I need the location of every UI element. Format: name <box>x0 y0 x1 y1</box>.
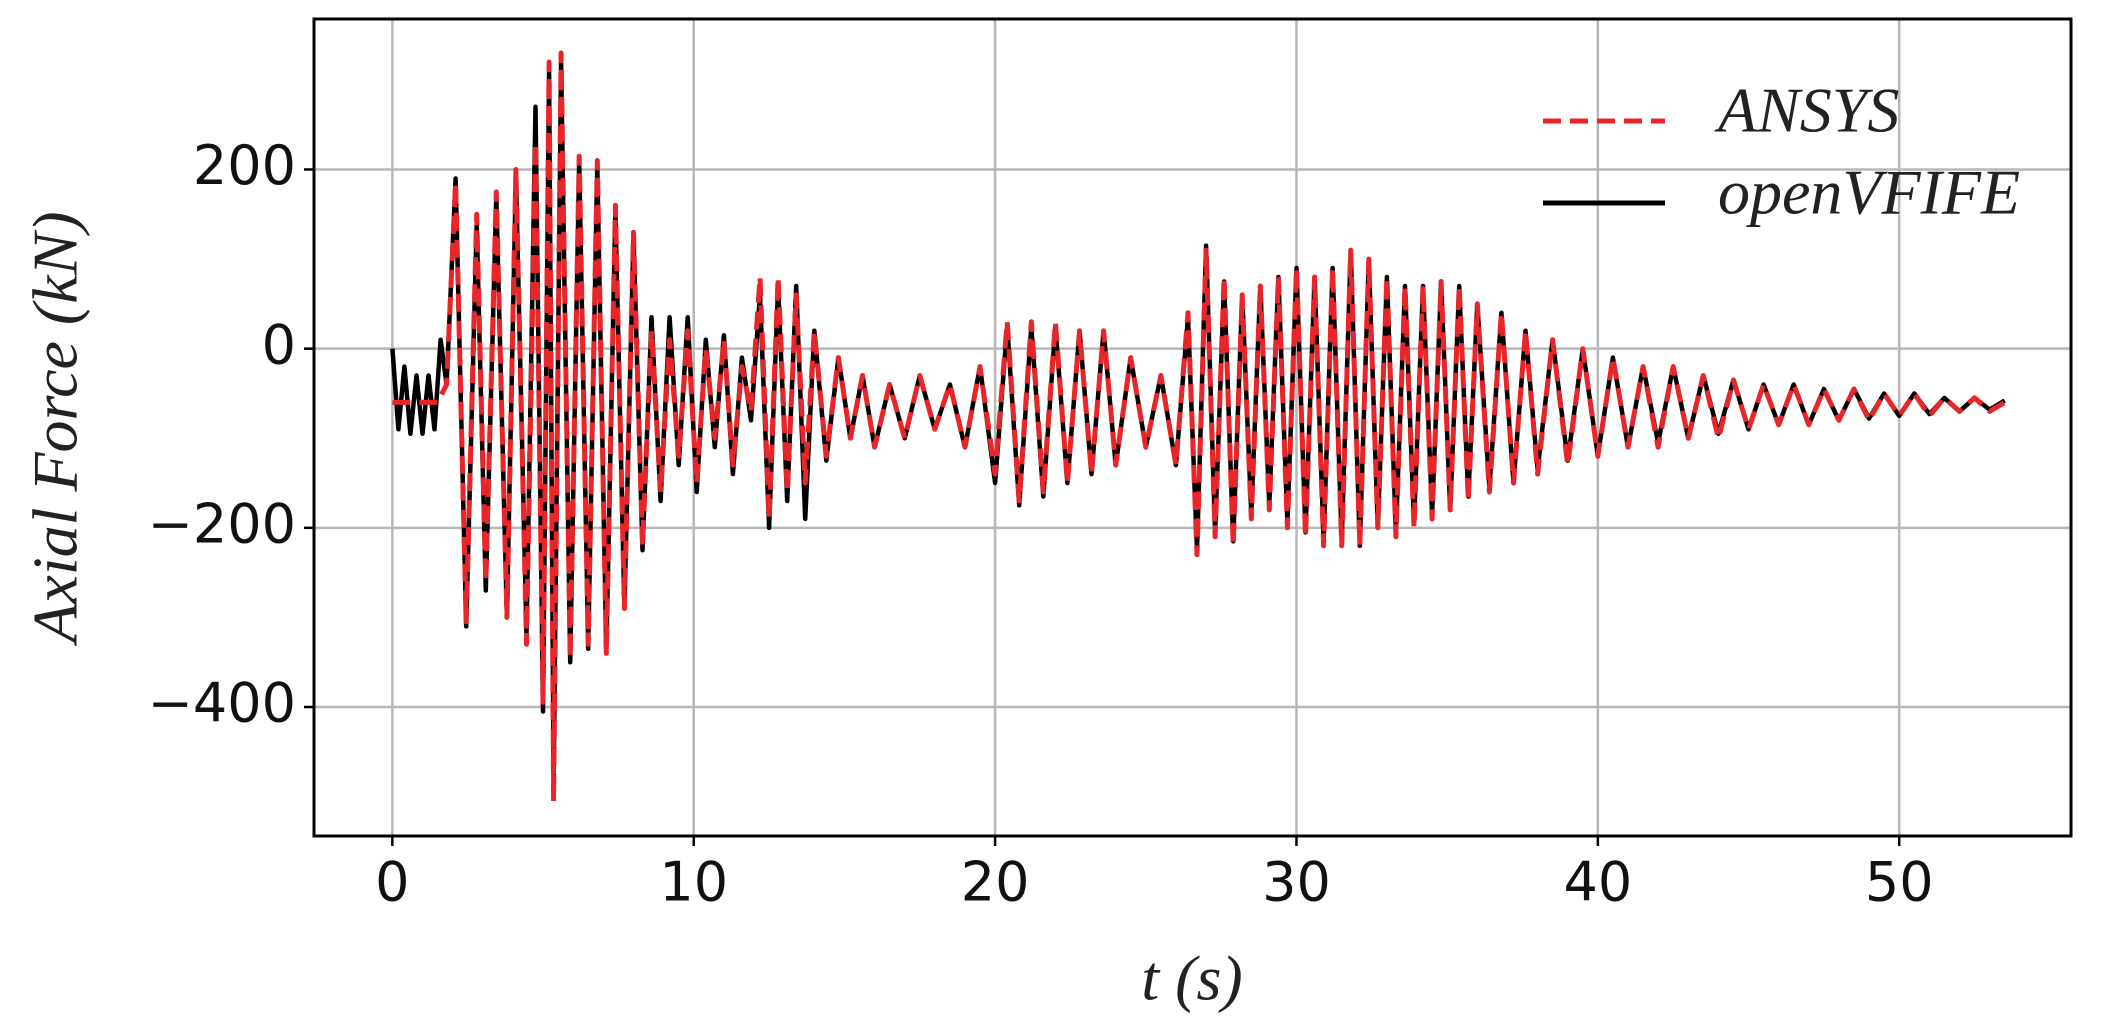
plot-frame <box>312 17 2073 838</box>
y-tick-label: −200 <box>148 492 296 555</box>
y-tick-label: 200 <box>193 134 296 197</box>
x-tick-label: 0 <box>375 851 409 914</box>
x-tick-label: 50 <box>1865 851 1934 914</box>
legend-label: openVFIFE <box>1718 157 2020 228</box>
y-tick-label: −400 <box>148 672 296 735</box>
y-axis-label: Axial Force (kN) <box>20 211 91 646</box>
x-tick-label: 30 <box>1262 851 1331 914</box>
x-axis-label: t (s) <box>1141 943 1242 1014</box>
x-tick-label: 10 <box>659 851 728 914</box>
y-tick-label: 0 <box>262 313 296 376</box>
x-tick-label: 40 <box>1563 851 1632 914</box>
legend-label: ANSYS <box>1714 75 1899 146</box>
x-tick-label: 20 <box>961 851 1030 914</box>
